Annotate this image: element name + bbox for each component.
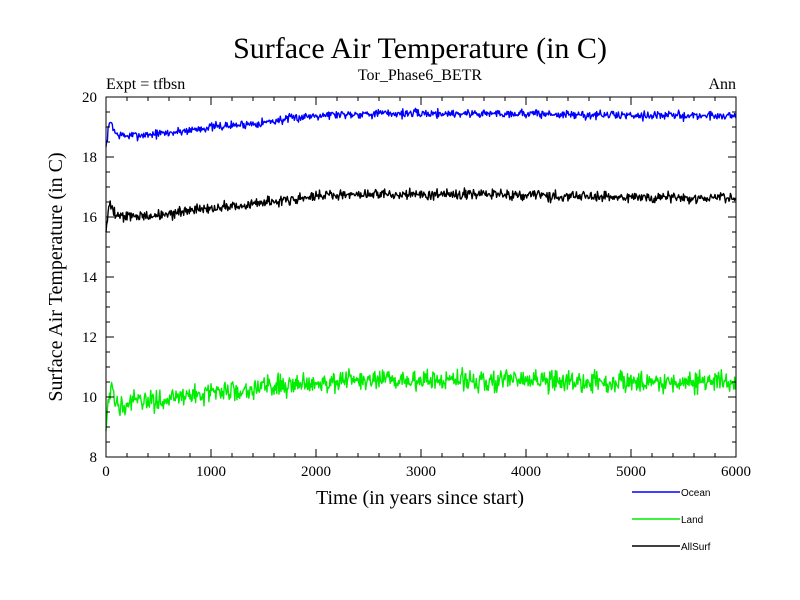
legend-label-ocean: Ocean (681, 488, 710, 499)
chart-title: Surface Air Temperature (in C) (233, 32, 607, 65)
x-tick-label: 1000 (196, 464, 226, 480)
y-tick-label: 14 (82, 270, 98, 286)
series-line-ocean (105, 107, 737, 147)
legend-label-land: Land (681, 515, 703, 526)
series-line-allsurf (105, 187, 737, 233)
x-tick-label: 3000 (406, 464, 436, 480)
axis-ticks (105, 96, 737, 458)
y-axis-label: Surface Air Temperature (in C) (45, 152, 67, 401)
y-tick-label: 12 (82, 330, 97, 346)
y-tick-labels: 8 10 12 14 16 18 20 (82, 90, 98, 466)
x-tick-labels: 0 1000 2000 3000 4000 5000 6000 (102, 464, 751, 480)
y-tick-label: 18 (82, 150, 97, 166)
x-tick-label: 4000 (511, 464, 541, 480)
x-tick-label: 5000 (616, 464, 646, 480)
expt-label: Expt = tfbsn (106, 76, 185, 93)
x-axis-label: Time (in years since start) (316, 487, 524, 509)
y-tick-label: 8 (90, 450, 98, 466)
y-tick-label: 16 (82, 210, 98, 226)
case-label: Tor_Phase6_BETR (358, 67, 483, 84)
series-line-land (105, 367, 737, 432)
x-tick-label: 0 (102, 464, 110, 480)
plot-frame (105, 96, 737, 458)
x-tick-label: 6000 (721, 464, 751, 480)
series-layer (105, 107, 737, 432)
y-tick-label: 20 (82, 90, 97, 106)
legend-label-allsurf: AllSurf (681, 542, 711, 553)
period-label: Ann (708, 76, 736, 93)
x-tick-label: 2000 (301, 464, 331, 480)
legend: Ocean Land AllSurf (632, 488, 711, 553)
y-tick-label: 10 (82, 390, 97, 406)
